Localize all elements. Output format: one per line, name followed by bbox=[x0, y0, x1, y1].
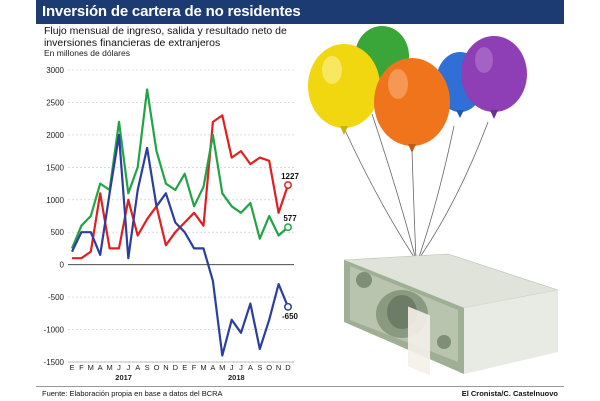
x-tick-label: O bbox=[266, 363, 272, 372]
x-tick-label: S bbox=[145, 363, 150, 372]
y-tick-label: 1000 bbox=[46, 196, 64, 205]
x-tick-label: M bbox=[219, 363, 225, 372]
y-tick-label: 2500 bbox=[46, 98, 64, 107]
x-tick-label: E bbox=[182, 363, 187, 372]
x-tick-label: A bbox=[98, 363, 103, 372]
x-tick-label: E bbox=[69, 363, 74, 372]
y-tick-label: 500 bbox=[51, 228, 65, 237]
series-end-marker bbox=[284, 302, 292, 311]
chart-frame: Inversión de cartera de no residentes Fl… bbox=[36, 0, 564, 400]
x-tick-label: S bbox=[257, 363, 262, 372]
x-tick-label: J bbox=[117, 363, 121, 372]
x-tick-label: A bbox=[210, 363, 215, 372]
x-tick-label: J bbox=[230, 363, 234, 372]
footer: Fuente: Elaboración propia en base a dat… bbox=[36, 386, 564, 401]
data-label: 577 bbox=[283, 214, 297, 223]
units-label: En millones de dólares bbox=[44, 48, 130, 58]
y-tick-label: 2000 bbox=[46, 131, 64, 140]
balloons-money-illustration bbox=[308, 26, 560, 376]
data-label: -650 bbox=[282, 312, 299, 321]
x-tick-label: N bbox=[276, 363, 281, 372]
balloon-strings bbox=[343, 113, 489, 261]
x-tick-label: M bbox=[106, 363, 112, 372]
balloon-purple-icon bbox=[461, 36, 527, 119]
x-tick-label: M bbox=[200, 363, 206, 372]
balloon-yellow-icon bbox=[308, 44, 380, 135]
x-tick-label: M bbox=[88, 363, 94, 372]
series-end-marker bbox=[284, 181, 292, 189]
source-note: Fuente: Elaboración propia en base a dat… bbox=[42, 389, 223, 398]
x-tick-label: A bbox=[248, 363, 253, 372]
y-tick-label: -1000 bbox=[44, 326, 65, 335]
x-tick-label: O bbox=[154, 363, 160, 372]
x-tick-label: J bbox=[239, 363, 243, 372]
balloon-orange-icon bbox=[374, 58, 450, 153]
data-label: 1227 bbox=[281, 172, 299, 181]
chart-title: Inversión de cartera de no residentes bbox=[42, 3, 301, 20]
series-end-marker bbox=[284, 223, 292, 232]
y-tick-label: -500 bbox=[48, 293, 65, 302]
series-line-2 bbox=[70, 88, 289, 249]
x-tick-label: D bbox=[173, 363, 179, 372]
y-tick-label: -1500 bbox=[44, 358, 65, 367]
year-label: 2017 bbox=[115, 373, 132, 382]
x-tick-label: F bbox=[79, 363, 84, 372]
x-tick-label: F bbox=[192, 363, 197, 372]
credit-note: El Cronista/C. Castelnuovo bbox=[461, 389, 558, 398]
x-tick-label: A bbox=[135, 363, 140, 372]
x-tick-label: N bbox=[163, 363, 168, 372]
year-label: 2018 bbox=[228, 373, 245, 382]
title-bar: Inversión de cartera de no residentes bbox=[36, 0, 564, 24]
y-tick-label: 1500 bbox=[46, 163, 64, 172]
y-tick-label: 3000 bbox=[46, 66, 64, 75]
chart-subtitle: Flujo mensual de ingreso, salida y resul… bbox=[44, 25, 287, 49]
x-tick-label: J bbox=[126, 363, 130, 372]
money-stack-icon bbox=[343, 253, 560, 376]
series-line-3 bbox=[71, 133, 290, 357]
x-tick-label: D bbox=[285, 363, 291, 372]
y-tick-label: 0 bbox=[60, 261, 65, 270]
